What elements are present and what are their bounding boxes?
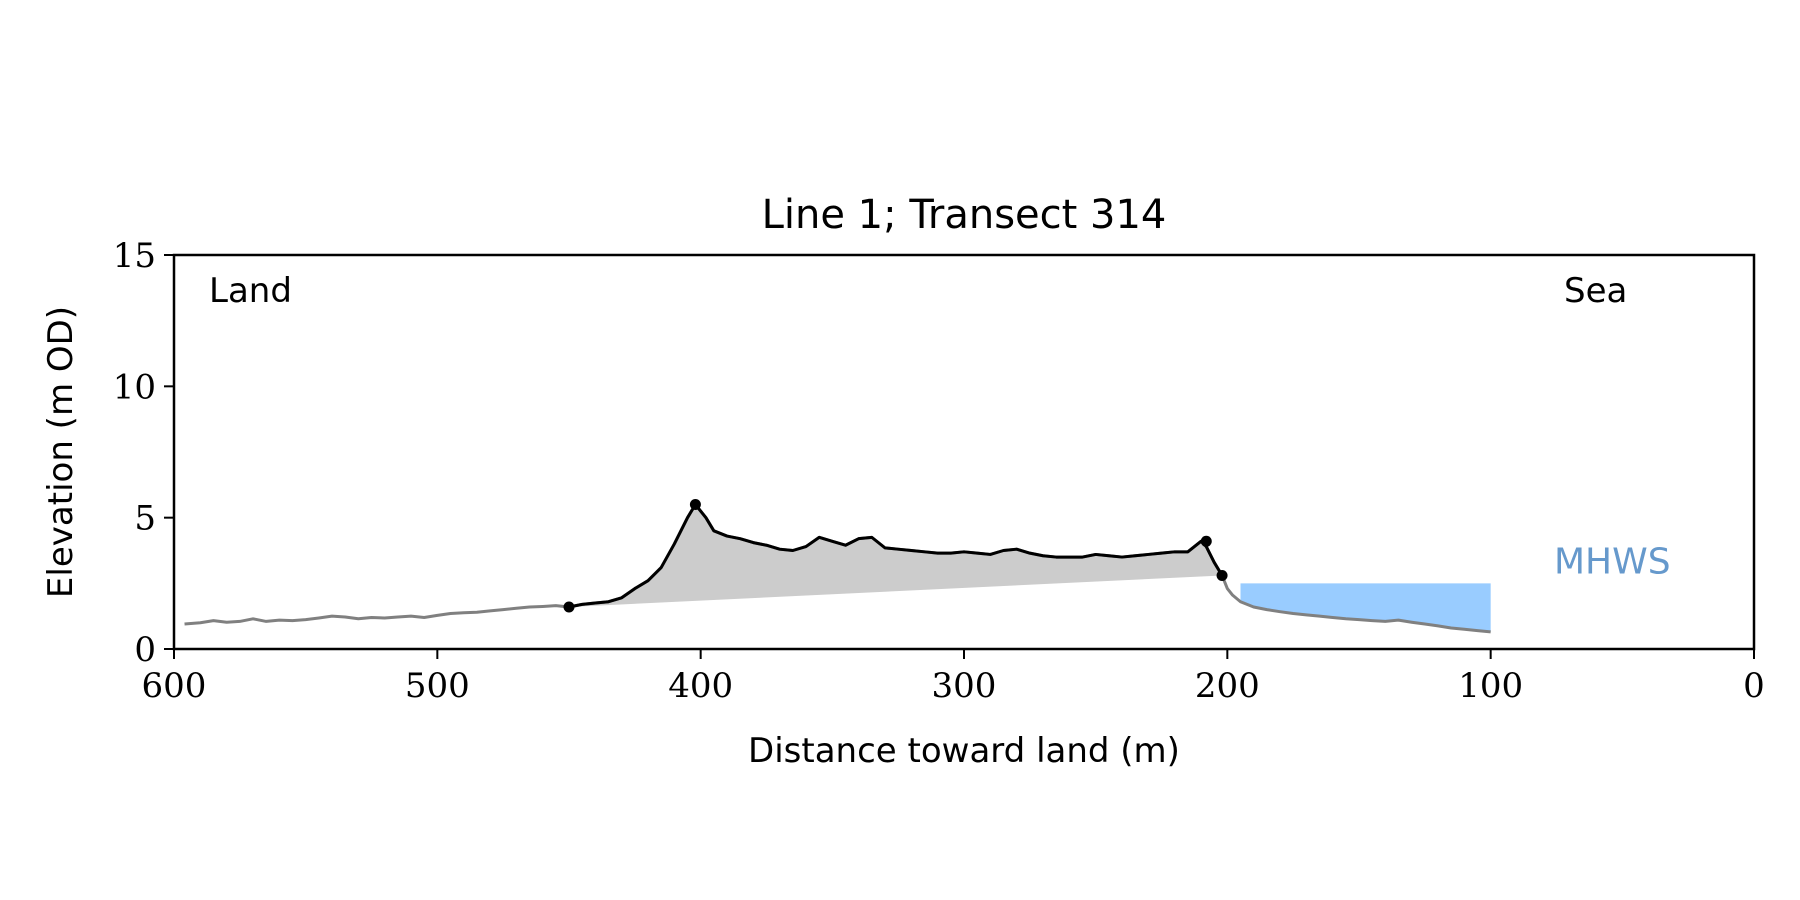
- mhws-annotation: MHWS: [1554, 541, 1671, 582]
- mhws-water-fill: [1240, 583, 1491, 632]
- y-axis-label: Elevation (m OD): [41, 306, 81, 598]
- key-point-2: [1200, 535, 1212, 547]
- x-tick-label: 400: [668, 666, 733, 706]
- x-tick-label: 200: [1195, 666, 1260, 706]
- chart-title: Line 1; Transect 314: [762, 192, 1167, 238]
- y-tick-label: 10: [113, 367, 156, 407]
- dune-profile-line: [568, 503, 1224, 609]
- plot-layer: [184, 499, 1491, 634]
- land-annotation: Land: [209, 271, 292, 311]
- axes-layer: 600 500 400 300 200 100 0 0 5 10 15: [113, 236, 1765, 706]
- key-point-1: [689, 499, 701, 511]
- x-tick-label: 600: [142, 666, 207, 706]
- x-tick-label: 100: [1458, 666, 1523, 706]
- x-tick-label: 0: [1743, 666, 1765, 706]
- plot-frame: [172, 253, 1756, 651]
- sea-annotation: Sea: [1564, 271, 1627, 311]
- dune-volume-fill: [569, 504, 1223, 607]
- x-axis-label: Distance toward land (m): [748, 731, 1180, 771]
- y-tick-label: 15: [113, 236, 156, 276]
- y-tick-label: 5: [134, 499, 156, 539]
- x-tick-label: 300: [932, 666, 997, 706]
- y-tick-label: 0: [134, 630, 156, 670]
- key-point-0: [563, 601, 575, 613]
- key-point-3: [1216, 569, 1228, 581]
- x-tick-label: 500: [405, 666, 470, 706]
